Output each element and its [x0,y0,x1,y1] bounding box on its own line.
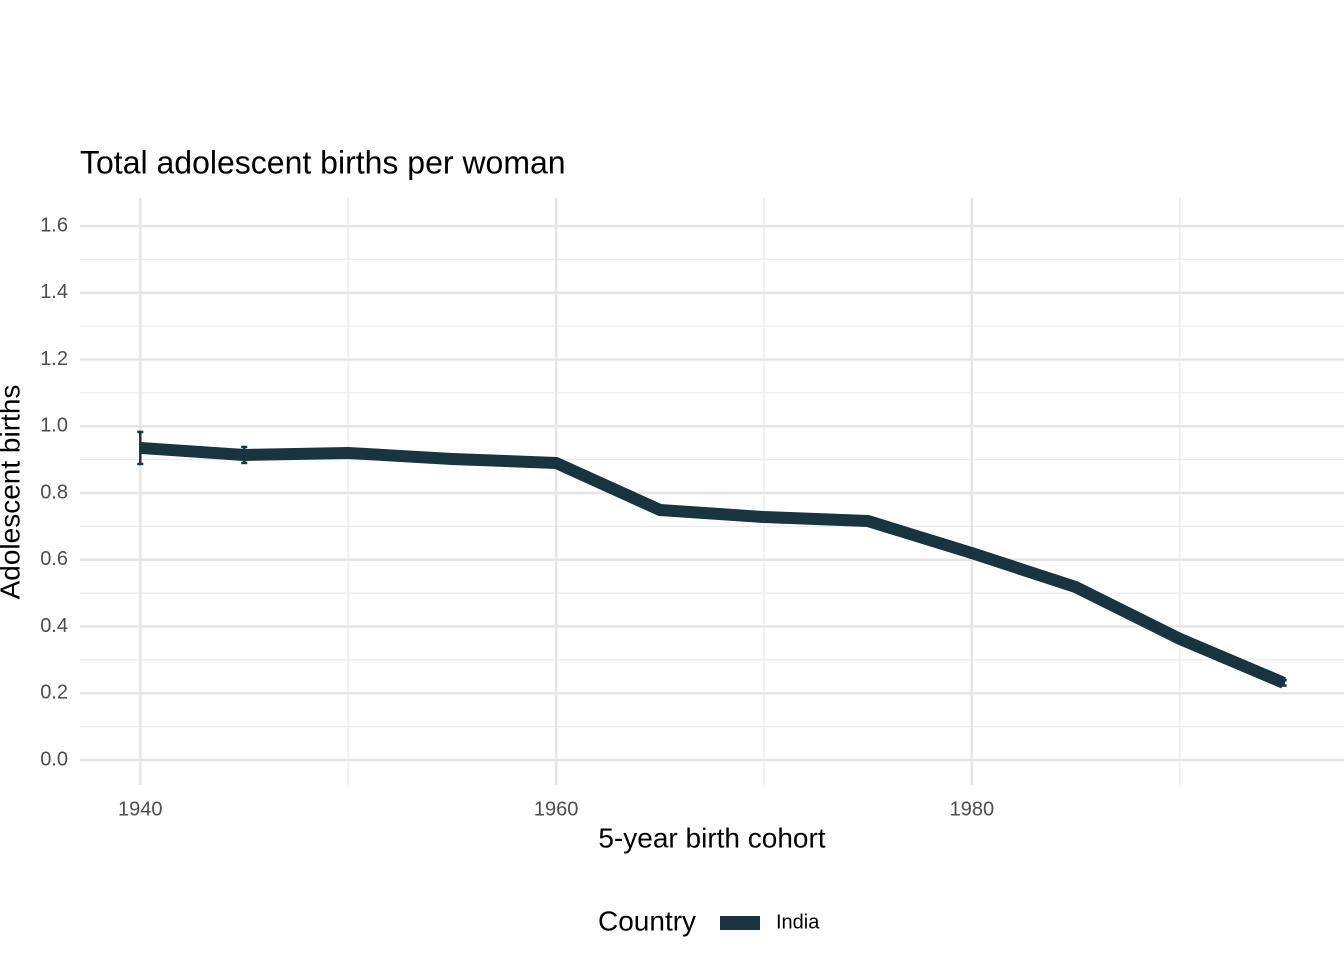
legend-key [720,916,760,930]
x-tick-label: 1940 [118,798,163,820]
y-tick-label: 1.4 [40,281,68,303]
y-tick-label: 1.0 [40,415,68,437]
y-tick-label: 0.4 [40,615,68,637]
x-tick-label: 1980 [950,798,995,820]
x-tick-label: 1960 [534,798,579,820]
legend-title: Country [598,905,696,936]
y-tick-label: 1.6 [40,214,68,236]
y-tick-label: 1.2 [40,348,68,370]
legend-label: India [776,911,820,933]
y-tick-label: 0.8 [40,481,68,503]
y-tick-label: 0.0 [40,748,68,770]
y-axis-title: Adolescent births [0,385,25,600]
chart-title: Total adolescent births per woman [80,144,566,180]
x-axis-title: 5-year birth cohort [598,822,825,853]
line [139,441,1287,689]
y-tick-label: 0.6 [40,548,68,570]
y-tick-label: 0.2 [40,682,68,704]
